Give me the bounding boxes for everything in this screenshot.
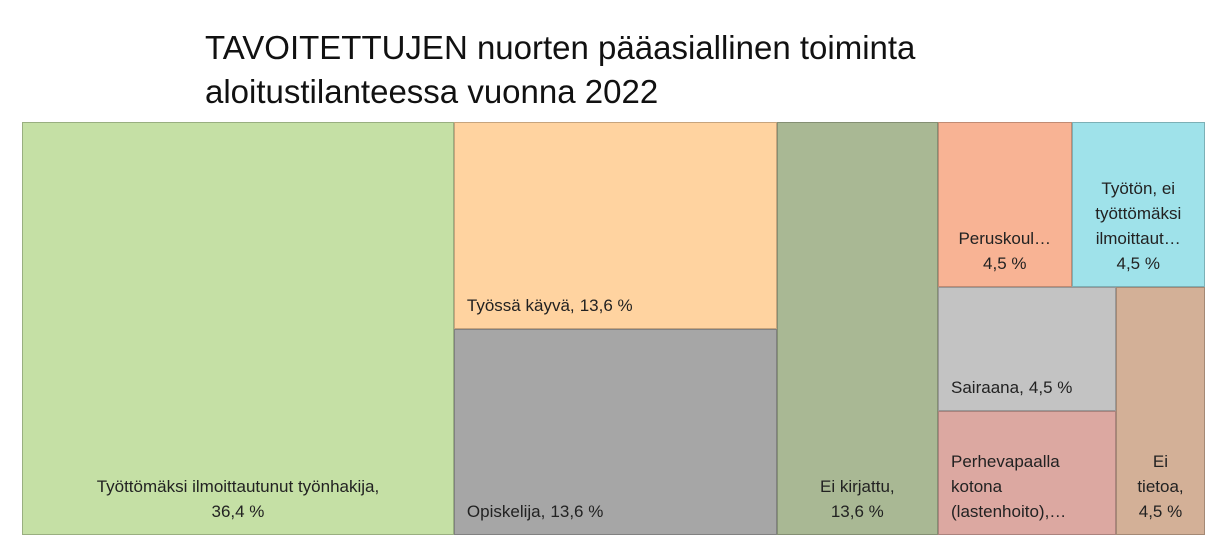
tile: Työttömäksi ilmoittautunut työnhakija, 36… bbox=[22, 122, 454, 535]
tile: Työssä käyvä, 13,6 % bbox=[453, 122, 777, 329]
category-label: Ei kirjattu, bbox=[820, 477, 895, 496]
value-label: 36,4 % bbox=[211, 502, 265, 521]
tile-label: Perhevapaalla kotona (lastenhoito),… bbox=[951, 449, 1103, 524]
category-label: Työssä käyvä, bbox=[466, 295, 575, 315]
tile: Ei kirjattu, 13,6 % bbox=[776, 122, 938, 535]
value-label: 13,6 % bbox=[579, 295, 633, 315]
value-label: 4,5 % bbox=[983, 254, 1027, 274]
tile-label: Ei tietoa, 4,5 % bbox=[1129, 449, 1192, 524]
value-label: 4,5 % bbox=[1116, 254, 1160, 274]
tile: Sairaana, 4,5 % bbox=[938, 287, 1116, 412]
value-label: 4,5 % bbox=[1138, 501, 1183, 521]
value-label: 4,5 % bbox=[1028, 378, 1073, 398]
tile-label: Peruskoul… 4,5 % bbox=[951, 226, 1058, 276]
tile-label: Sairaana, 4,5 % bbox=[951, 375, 1103, 400]
value-label: 13,6 % bbox=[550, 502, 604, 521]
category-label: Sairaana, bbox=[951, 378, 1024, 398]
value-label: 13,6 % bbox=[830, 502, 884, 521]
tile-label: Työtön, ei työttömäksi ilmoittaut… 4,5 % bbox=[1085, 176, 1192, 276]
tile-label: Opiskelija, 13,6 % bbox=[467, 499, 764, 524]
tile: Perhevapaalla kotona (lastenhoito),… bbox=[938, 411, 1116, 535]
tile: Peruskoul… 4,5 % bbox=[938, 122, 1072, 288]
tile: Opiskelija, 13,6 % bbox=[453, 328, 777, 535]
tile-label: Työttömäksi ilmoittautunut työnhakija, 36… bbox=[35, 474, 441, 524]
category-label: Ei tietoa, bbox=[1137, 451, 1184, 496]
tile: Työtön, ei työttömäksi ilmoittaut… 4,5 % bbox=[1071, 122, 1205, 288]
category-label: Työtön, ei työttömäksi ilmoittaut… bbox=[1095, 179, 1182, 249]
category-label: Työttömäksi ilmoittautunut työnhakija, bbox=[96, 477, 380, 496]
category-label: Opiskelija, bbox=[466, 502, 546, 521]
category-label: Peruskoul… bbox=[958, 229, 1052, 249]
tile-label: Ei kirjattu, 13,6 % bbox=[790, 474, 925, 524]
category-label: Perhevapaalla kotona (lastenhoito),… bbox=[951, 451, 1067, 521]
tile: Ei tietoa, 4,5 % bbox=[1116, 287, 1205, 535]
chart-title: TAVOITETTUJEN nuorten pääasiallinen toim… bbox=[205, 29, 916, 110]
tile-label: Työssä käyvä, 13,6 % bbox=[467, 293, 764, 318]
